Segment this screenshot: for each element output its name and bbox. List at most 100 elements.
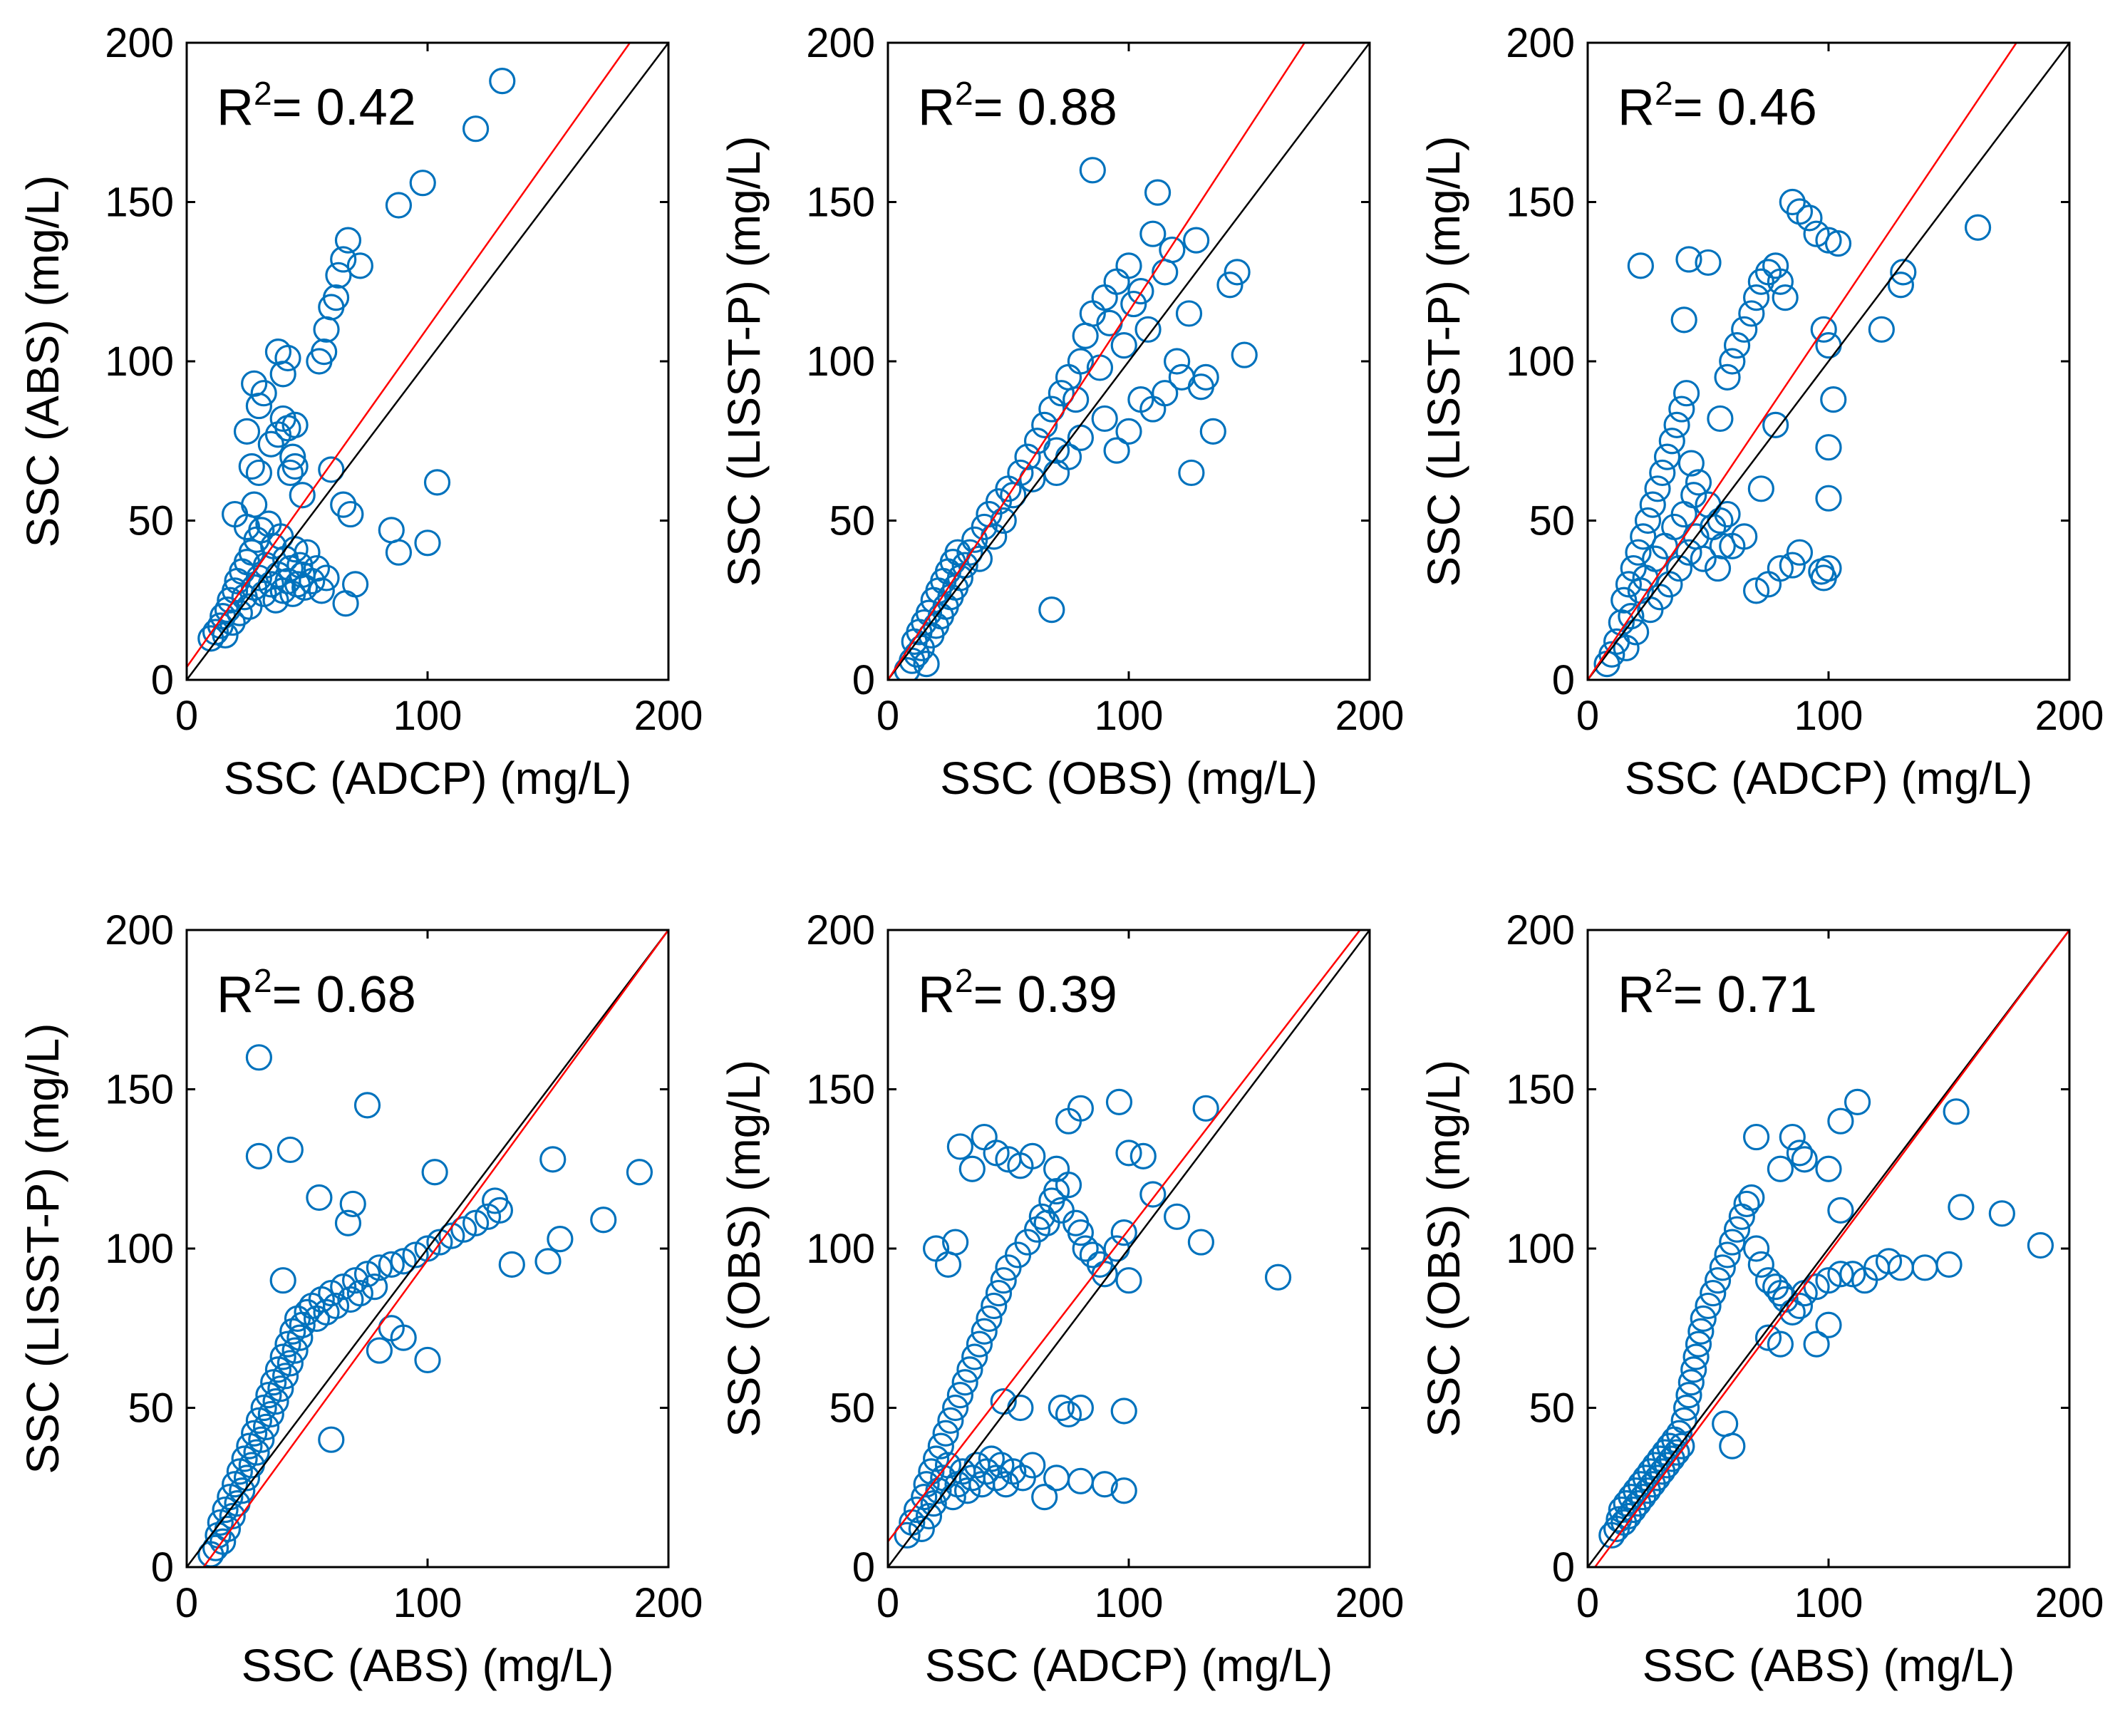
data-point: [286, 1324, 314, 1351]
data-point: [489, 68, 516, 95]
r-squared-label: R2= 0.39: [918, 962, 1117, 1023]
data-point: [1815, 1311, 1842, 1338]
data-point: [1178, 459, 1205, 487]
data-point: [498, 1251, 525, 1278]
y-tick-label: 0: [151, 657, 174, 703]
y-tick-label: 150: [806, 180, 875, 226]
y-tick-label: 50: [128, 1385, 174, 1432]
data-point: [1675, 1382, 1702, 1409]
data-point: [1019, 1452, 1046, 1479]
data-point: [1747, 268, 1774, 295]
data-point: [1079, 1241, 1106, 1269]
r-squared-superscript: 2: [955, 962, 973, 999]
data-point: [322, 1292, 350, 1320]
data-point: [212, 621, 239, 649]
data-point: [318, 456, 345, 483]
data-point: [281, 1337, 309, 1364]
data-point: [1839, 1261, 1866, 1288]
data-point: [1772, 284, 1799, 311]
data-point: [332, 590, 359, 617]
data-point: [1120, 290, 1147, 318]
y-tick-label: 100: [105, 339, 174, 385]
data-point: [378, 1251, 405, 1278]
y-axis-label: SSC (LISST-P) (mg/L): [17, 1023, 68, 1474]
reference-lines: [187, 43, 668, 680]
data-point: [385, 192, 413, 219]
y-tick-label: 200: [806, 20, 875, 66]
data-point: [1067, 348, 1095, 375]
data-point: [1779, 188, 1806, 216]
data-point: [291, 574, 319, 601]
data-point: [1680, 1356, 1707, 1383]
data-point: [1719, 1229, 1746, 1256]
data-point: [245, 459, 272, 487]
x-axis-label: SSC (ADCP) (mg/L): [1625, 753, 2033, 804]
data-point: [1159, 236, 1186, 264]
identity-line: [888, 43, 1370, 680]
data-point: [1175, 300, 1203, 327]
data-point: [289, 482, 316, 509]
data-point: [264, 1356, 292, 1383]
data-point: [1820, 386, 1847, 413]
data-point: [1653, 443, 1681, 470]
data-point: [1110, 1219, 1137, 1246]
data-point: [212, 1496, 239, 1524]
data-point: [1964, 214, 1992, 241]
data-point: [1610, 587, 1638, 614]
r-squared-superscript: 2: [254, 75, 272, 112]
r-squared-value: = 0.68: [272, 966, 416, 1023]
data-point: [299, 567, 326, 595]
r-squared-superscript: 2: [254, 962, 272, 999]
data-point: [274, 344, 301, 372]
x-axis-label: SSC (ABS) (mg/L): [242, 1640, 614, 1691]
data-point: [474, 1203, 502, 1230]
data-point: [971, 513, 998, 541]
data-point: [390, 1324, 417, 1351]
data-point: [1687, 1318, 1715, 1345]
data-point: [255, 1382, 282, 1409]
y-tick-label: 150: [1506, 1067, 1575, 1113]
data-point: [390, 1248, 417, 1275]
y-tick-label: 200: [1506, 20, 1575, 66]
data-point: [276, 1136, 304, 1164]
r-squared-label: R2= 0.88: [918, 75, 1117, 136]
data-point: [1803, 220, 1830, 247]
data-point: [1615, 571, 1643, 598]
y-axis-label: SSC (ABS) (mg/L): [17, 175, 68, 548]
data-point: [269, 1267, 296, 1294]
data-point: [1055, 1400, 1082, 1428]
data-point: [894, 1521, 921, 1549]
data-point: [233, 1464, 261, 1492]
data-point: [414, 529, 441, 557]
data-point: [262, 587, 289, 614]
data-point: [366, 1254, 393, 1281]
data-point: [2027, 1231, 2054, 1259]
data-point: [1019, 1142, 1046, 1169]
x-axis-label: SSC (ADCP) (mg/L): [925, 1640, 1333, 1691]
data-point: [334, 227, 362, 254]
data-point: [269, 1343, 296, 1370]
data-point: [1685, 1331, 1712, 1358]
data-point: [1719, 532, 1746, 559]
data-point: [1598, 641, 1625, 668]
data-point: [1709, 1254, 1736, 1281]
regression-fit-line: [187, 43, 631, 668]
data-point: [1067, 1095, 1095, 1122]
data-point: [1031, 411, 1058, 439]
data-point: [1668, 1432, 1695, 1459]
data-point: [1079, 157, 1106, 184]
data-point: [1810, 564, 1837, 591]
data-point: [1134, 316, 1162, 343]
data-point: [1115, 1140, 1142, 1167]
data-point: [908, 1515, 935, 1542]
data-point: [241, 491, 268, 518]
data-point: [306, 1184, 333, 1211]
data-point: [276, 1350, 304, 1377]
data-point: [1192, 363, 1219, 391]
data-point: [325, 262, 352, 289]
data-point: [267, 1375, 294, 1402]
data-point: [946, 1133, 974, 1160]
data-point: [1043, 1177, 1070, 1205]
data-point: [1815, 434, 1842, 461]
